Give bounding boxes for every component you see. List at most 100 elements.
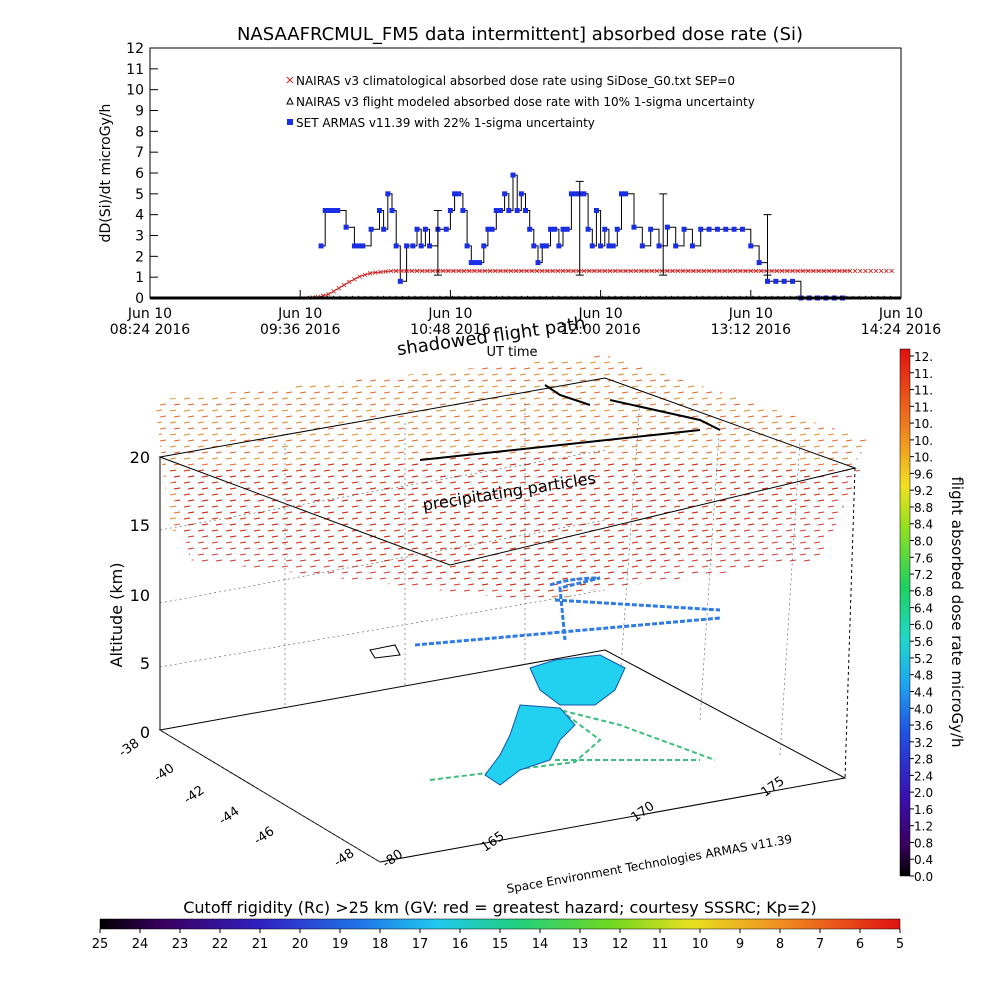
data-point bbox=[349, 295, 355, 300]
data-point bbox=[744, 295, 750, 300]
data-point bbox=[409, 268, 415, 274]
data-point bbox=[816, 268, 821, 274]
data-point bbox=[489, 226, 495, 232]
data-point bbox=[425, 268, 430, 274]
data-point bbox=[573, 191, 579, 197]
data-point bbox=[587, 295, 593, 300]
legend-marker bbox=[286, 96, 294, 105]
series-0 bbox=[318, 172, 846, 301]
data-point bbox=[464, 243, 470, 249]
x-tick-label-time: 10:48 2016 bbox=[410, 322, 491, 338]
latitude-tick-label: -44 bbox=[216, 804, 242, 828]
colorbar-tick-label: 22 bbox=[212, 937, 229, 952]
error-bar bbox=[433, 210, 442, 276]
data-point bbox=[493, 295, 499, 300]
data-point bbox=[393, 268, 399, 274]
data-point bbox=[343, 224, 349, 230]
data-point bbox=[878, 268, 884, 274]
data-point bbox=[606, 295, 612, 300]
data-point bbox=[781, 295, 787, 300]
data-point bbox=[762, 295, 768, 300]
data-point bbox=[826, 268, 832, 274]
credit-text: Space Environment Technologies ARMAS v11… bbox=[505, 832, 793, 896]
data-point bbox=[631, 224, 637, 230]
data-point bbox=[529, 268, 535, 274]
data-point bbox=[795, 268, 801, 274]
data-point bbox=[552, 226, 558, 232]
data-point bbox=[842, 268, 847, 274]
data-point bbox=[368, 295, 374, 300]
data-point bbox=[844, 295, 850, 300]
data-point bbox=[418, 295, 424, 300]
data-point bbox=[499, 295, 506, 300]
data-point bbox=[378, 269, 383, 275]
data-point bbox=[322, 208, 328, 213]
colorbar-tick-label: 2.0 bbox=[914, 786, 933, 800]
colorbar-tick-label: 23 bbox=[172, 937, 189, 952]
colorbar-tick-label: 5.2 bbox=[914, 652, 933, 666]
data-point bbox=[362, 295, 368, 300]
legend-marker bbox=[287, 119, 293, 125]
data-point bbox=[449, 295, 456, 300]
data-point bbox=[393, 295, 399, 300]
data-point bbox=[357, 274, 362, 279]
data-point bbox=[351, 243, 357, 249]
data-point bbox=[497, 208, 503, 213]
data-point bbox=[412, 295, 418, 300]
colorbar-tick-label: 9.2 bbox=[914, 484, 933, 498]
colorbar-tick-label: 16 bbox=[452, 937, 469, 952]
data-point bbox=[753, 268, 759, 274]
data-point bbox=[474, 295, 481, 300]
data-point bbox=[456, 268, 462, 274]
colorbar-tick-label: 5.6 bbox=[914, 635, 933, 649]
data-point bbox=[422, 226, 428, 232]
data-point bbox=[568, 191, 574, 197]
colorbar-tick-label: 8 bbox=[776, 937, 784, 952]
data-point bbox=[427, 243, 433, 249]
data-point bbox=[731, 295, 737, 300]
y-tick-label: 10 bbox=[126, 83, 144, 99]
data-point bbox=[685, 268, 691, 274]
data-point bbox=[737, 295, 743, 300]
data-point bbox=[565, 268, 571, 274]
data-point bbox=[581, 268, 587, 274]
data-point bbox=[862, 295, 869, 300]
3d-axis-vertical-right bbox=[844, 467, 856, 779]
data-point bbox=[560, 226, 566, 232]
ground-flight-track bbox=[429, 709, 716, 781]
data-point bbox=[510, 172, 516, 178]
data-point bbox=[681, 226, 687, 232]
data-point bbox=[837, 268, 842, 274]
data-point bbox=[461, 268, 467, 274]
colorbar-tick-label: 25 bbox=[92, 937, 109, 952]
data-point bbox=[739, 226, 745, 232]
data-point bbox=[821, 268, 827, 274]
data-point bbox=[607, 268, 613, 274]
cutoff-rigidity-colorbar bbox=[99, 918, 901, 930]
data-point bbox=[326, 208, 332, 213]
data-point bbox=[331, 295, 337, 300]
data-point bbox=[631, 295, 637, 300]
data-point bbox=[714, 226, 720, 232]
colorbar-tick-label: 12. bbox=[914, 350, 933, 364]
data-point bbox=[643, 295, 650, 300]
data-point bbox=[662, 295, 668, 300]
colorbar-tick-label: 11 bbox=[652, 937, 669, 952]
data-point bbox=[781, 278, 787, 284]
data-point bbox=[543, 295, 549, 300]
data-point bbox=[535, 260, 541, 266]
data-point bbox=[774, 268, 780, 274]
data-point bbox=[346, 279, 352, 285]
data-point bbox=[756, 260, 762, 266]
data-point bbox=[487, 295, 493, 300]
data-point bbox=[548, 226, 554, 232]
data-point bbox=[592, 268, 597, 274]
data-point bbox=[534, 268, 540, 274]
data-point bbox=[748, 243, 754, 249]
y-tick-label: 7 bbox=[135, 145, 144, 161]
3d-plot bbox=[155, 355, 870, 863]
x-tick-label-time: 12:00 2016 bbox=[560, 322, 641, 338]
data-point bbox=[785, 268, 790, 274]
data-point bbox=[581, 191, 587, 197]
